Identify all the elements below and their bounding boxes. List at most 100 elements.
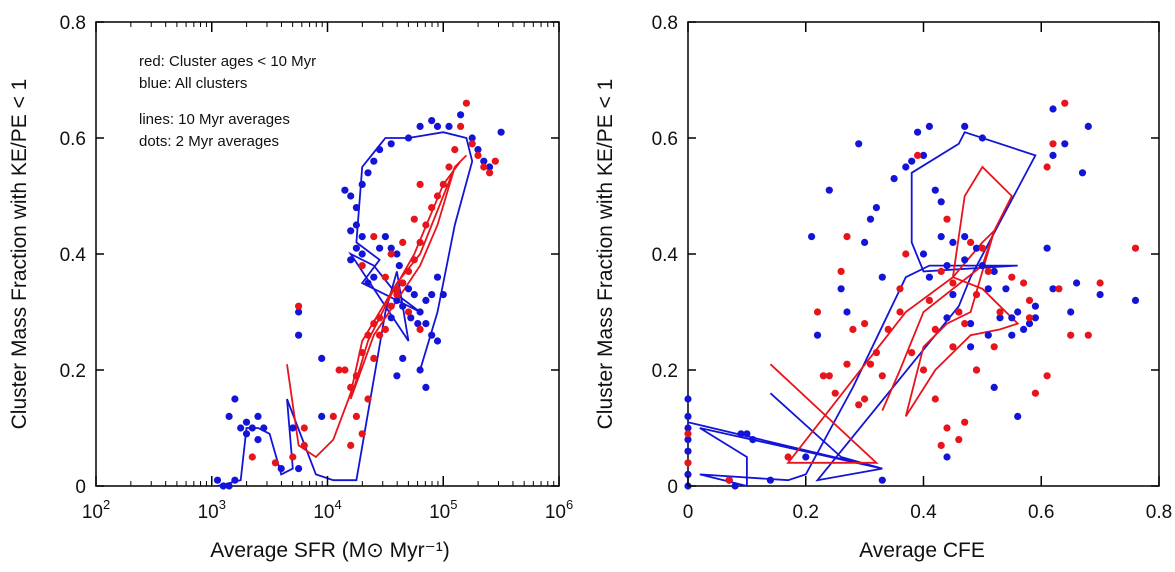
sfr-blue-point <box>428 331 436 339</box>
cfe-red-point <box>843 233 851 241</box>
cfe-blue-point <box>931 186 939 194</box>
sfr-red-point <box>381 273 389 281</box>
sfr-blue-point <box>295 308 303 316</box>
sfr-red-point <box>335 366 343 374</box>
cfe-blue-point <box>919 250 928 258</box>
cfe-blue-point <box>1031 314 1039 322</box>
cfe-blue-point <box>984 331 992 339</box>
cfe-blue-point <box>1073 279 1081 287</box>
sfr-blue-point <box>457 111 465 119</box>
cfe-blue-point <box>878 273 886 281</box>
sfr-blue-point <box>407 314 415 322</box>
annotation-lines: lines: 10 Myr averages <box>139 111 290 128</box>
sfr-blue-point <box>486 163 494 171</box>
sfr-blue-point <box>358 233 366 241</box>
cfe-blue-point <box>802 453 810 461</box>
sfr-blue-point <box>381 233 389 241</box>
cfe-blue-point <box>949 238 957 246</box>
cfe-red-point <box>1031 389 1039 397</box>
sfr-red-point <box>433 192 442 200</box>
sfr-red-point <box>387 250 395 258</box>
annotation-red: red: Cluster ages < 10 Myr <box>139 53 316 70</box>
sfr-blue-point <box>393 372 401 380</box>
cfe-red-point <box>784 453 792 461</box>
sfr-red-point <box>474 151 482 159</box>
cfe-red-point <box>1096 279 1104 287</box>
cfe-blue-point <box>1049 105 1057 113</box>
cfe-y-tick-label: 0.6 <box>652 129 678 150</box>
cfe-red-point <box>725 476 733 484</box>
cfe-blue-point <box>919 151 928 159</box>
sfr-blue-point <box>497 128 505 136</box>
cfe-blue-point <box>1002 285 1010 293</box>
cfe-red-point <box>914 151 922 159</box>
sfr-blue-point <box>347 192 355 200</box>
cfe-blue-point <box>943 453 951 461</box>
cfe-red-point <box>972 291 981 299</box>
sfr-marks <box>213 99 505 490</box>
cfe-blue-point <box>813 331 822 339</box>
cfe-y-tick-label: 0.4 <box>652 245 679 266</box>
sfr-blue-point <box>289 424 297 432</box>
sfr-blue-point <box>433 273 442 281</box>
sfr-blue-point <box>404 285 413 293</box>
cfe-red-point <box>931 325 939 333</box>
cfe-blue-point <box>878 476 886 484</box>
cfe-blue-point <box>943 314 951 322</box>
cfe-red-point <box>955 436 963 444</box>
cfe-red-point <box>961 320 969 328</box>
sfr-blue-point <box>358 250 366 258</box>
sfr-red-point <box>271 459 279 467</box>
cfe-blue-point <box>743 430 751 438</box>
cfe-red-point <box>937 441 945 449</box>
sfr-blue-point <box>445 122 453 130</box>
sfr-blue-point <box>439 291 447 299</box>
cfe-red-point <box>684 430 692 438</box>
cfe-blue-point <box>684 395 692 403</box>
sfr-red-point <box>376 314 384 322</box>
sfr-red-point <box>451 146 459 154</box>
cfe-blue-point <box>1067 308 1075 316</box>
cfe-red-average-line <box>769 165 1020 464</box>
sfr-blue-point <box>318 354 326 362</box>
sfr-blue-point <box>242 430 251 438</box>
cfe-red-point <box>1025 314 1034 322</box>
sfr-red-point <box>422 221 430 229</box>
sfr-legend-annotations: red: Cluster ages < 10 Myr blue: All clu… <box>139 53 316 150</box>
cfe-blue-point <box>1131 296 1140 304</box>
sfr-x-tick-label: 102 <box>82 497 110 523</box>
cfe-red-point <box>978 244 987 252</box>
sfr-blue-point <box>352 221 360 229</box>
sfr-blue-point <box>416 308 424 316</box>
sfr-blue-point <box>416 122 424 130</box>
cfe-x-tick-label: 0.2 <box>793 502 819 523</box>
cfe-red-point <box>943 215 951 223</box>
cfe-red-point <box>1067 331 1075 339</box>
cfe-blue-point <box>925 122 934 130</box>
sfr-red-point <box>364 331 372 339</box>
sfr-x-tick-label: 106 <box>545 497 573 523</box>
cfe-red-point <box>819 372 828 380</box>
sfr-red-point <box>248 453 256 461</box>
sfr-blue-point <box>387 244 395 252</box>
cfe-blue-point <box>1008 314 1016 322</box>
sfr-blue-point <box>422 383 430 391</box>
cfe-red-point <box>919 366 928 374</box>
sfr-blue-point <box>370 273 378 281</box>
sfr-blue-point <box>433 337 442 345</box>
cfe-red-point <box>908 349 916 357</box>
cfe-panel: 0 0.2 0.4 0.6 0.8 0 0.2 0.4 0.6 0.8 Average CFE C… <box>594 13 1172 562</box>
sfr-blue-point <box>393 296 401 304</box>
sfr-red-point <box>480 163 488 171</box>
cfe-blue-point <box>843 308 851 316</box>
sfr-y-tick-label: 0 <box>75 477 86 498</box>
cfe-red-point <box>872 349 881 357</box>
sfr-red-point <box>370 320 378 328</box>
sfr-blue-point <box>376 244 384 252</box>
sfr-blue-point <box>399 302 407 310</box>
cfe-red-point <box>825 372 833 380</box>
sfr-blue-point <box>474 146 482 154</box>
cfe-x-tick-label: 0.8 <box>1146 502 1172 523</box>
cfe-red-point <box>949 279 957 287</box>
cfe-marks <box>684 99 1140 490</box>
